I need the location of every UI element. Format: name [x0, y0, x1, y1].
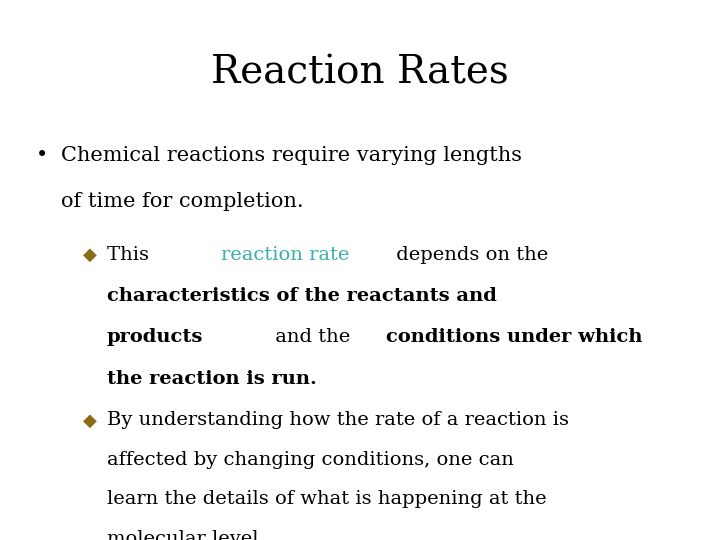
Text: Chemical reactions require varying lengths: Chemical reactions require varying lengt… [61, 146, 522, 165]
Text: ◆: ◆ [83, 246, 96, 264]
Text: characteristics of the reactants and: characteristics of the reactants and [107, 287, 496, 305]
Text: This: This [107, 246, 155, 264]
Text: affected by changing conditions, one can: affected by changing conditions, one can [107, 451, 513, 469]
Text: products: products [107, 328, 203, 346]
Text: conditions under which: conditions under which [386, 328, 642, 346]
Text: of time for completion.: of time for completion. [61, 192, 304, 211]
Text: •: • [36, 146, 48, 165]
Text: reaction rate: reaction rate [221, 246, 349, 264]
Text: molecular level.: molecular level. [107, 530, 264, 540]
Text: ◆: ◆ [83, 411, 96, 429]
Text: and the: and the [269, 328, 356, 346]
Text: By understanding how the rate of a reaction is: By understanding how the rate of a react… [107, 411, 569, 429]
Text: the reaction is run.: the reaction is run. [107, 370, 316, 388]
Text: depends on the: depends on the [390, 246, 548, 264]
Text: learn the details of what is happening at the: learn the details of what is happening a… [107, 490, 546, 508]
Text: Reaction Rates: Reaction Rates [211, 54, 509, 91]
